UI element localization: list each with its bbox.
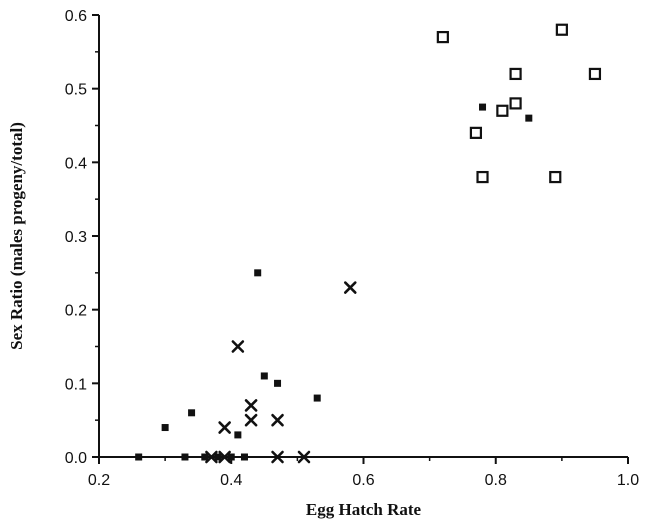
y-tick-label: 0.4 [65,155,87,172]
x-marker [218,450,231,464]
axes [98,15,628,458]
markers [135,23,602,464]
x-tick-label: 0.8 [485,472,507,489]
filled-square-marker [313,394,321,402]
x-marker [343,281,357,294]
filled-square-marker [479,103,487,111]
x-marker [231,340,245,353]
ticks: 0.0 0.1 0.2 0.3 0.4 0.5 0.6 0.2 0.4 0.6 0.8 1.0 [65,8,639,489]
y-tick-label: 0.1 [65,376,87,393]
x-tick-label: 0.2 [88,472,110,489]
open-square-marker [509,97,522,110]
open-square-marker [469,126,483,139]
filled-square-marker [260,372,268,380]
filled-square-marker [240,453,248,461]
open-square-marker [436,30,449,44]
filled-square-marker [181,453,189,461]
filled-square-marker [274,379,282,387]
x-tick-label: 0.6 [352,472,374,489]
filled-square-marker [214,453,222,461]
x-marker [205,450,218,464]
open-square-marker [509,67,522,81]
x-marker [271,450,284,464]
x-marker [297,450,311,464]
x-axis-title: Egg Hatch Rate [306,500,422,519]
y-tick-label: 0.2 [65,303,87,320]
open-square-marker [549,170,562,184]
x-tick-label: 1.0 [617,472,639,489]
x-marker [244,399,258,412]
y-tick-label: 0.6 [65,8,87,25]
filled-square-marker [135,453,143,461]
x-marker [218,421,231,434]
x-marker [244,413,258,427]
x-tick-label: 0.4 [220,472,242,489]
x-marker [271,413,284,427]
open-square-marker [476,170,489,184]
filled-square-marker [234,431,242,439]
filled-square-marker [201,453,209,461]
open-square-marker [555,23,568,36]
filled-square-marker [227,453,235,461]
open-square-marker [588,67,602,81]
filled-square-marker [525,114,533,122]
y-tick-label: 0.0 [65,450,87,467]
filled-square-marker [254,269,262,277]
y-tick-label: 0.5 [65,82,87,99]
y-tick-label: 0.3 [65,229,87,246]
open-square-marker [496,104,509,117]
filled-square-marker [161,424,169,432]
y-axis-title: Sex Ratio (males progeny/total) [7,122,26,350]
filled-square-marker [188,409,196,417]
